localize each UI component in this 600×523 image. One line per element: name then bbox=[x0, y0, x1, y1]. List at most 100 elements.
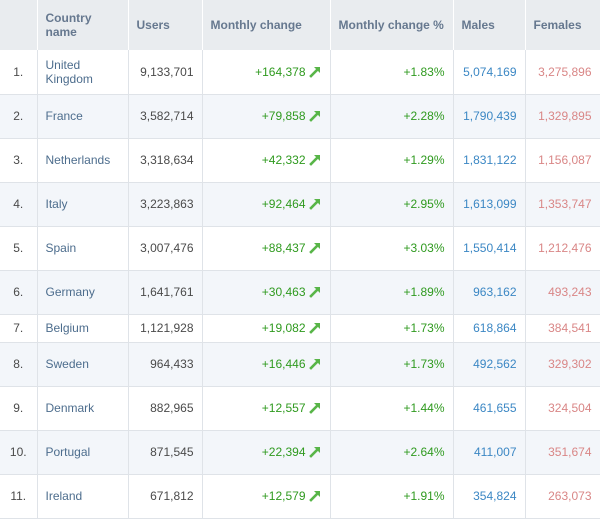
country-cell[interactable]: Italy bbox=[37, 182, 129, 227]
up-arrow-icon bbox=[308, 241, 322, 254]
table-row[interactable]: 10. Portugal 871,545 +22,394 +2.64% 411,007 35… bbox=[0, 430, 600, 475]
users-cell: 882,965 bbox=[128, 386, 203, 431]
country-cell[interactable]: Portugal bbox=[37, 430, 129, 475]
country-cell[interactable]: France bbox=[37, 94, 129, 139]
users-cell: 3,582,714 bbox=[128, 94, 203, 139]
table-row[interactable]: 2. France 3,582,714 +79,858 +2.28% 1,790,439 1… bbox=[0, 94, 600, 139]
country-cell[interactable]: Denmark bbox=[37, 386, 129, 431]
monthly-change-pct-cell: +3.03% bbox=[330, 226, 454, 271]
up-arrow-icon bbox=[308, 65, 322, 78]
rank-cell: 11. bbox=[0, 474, 38, 519]
table-row[interactable]: 4. Italy 3,223,863 +92,464 +2.95% 1,613,099 1,… bbox=[0, 182, 600, 227]
males-cell: 1,613,099 bbox=[453, 182, 526, 227]
country-cell[interactable]: Netherlands bbox=[37, 138, 129, 183]
monthly-change-pct-cell: +1.29% bbox=[330, 138, 454, 183]
up-arrow-icon bbox=[308, 357, 322, 370]
table-row[interactable]: 9. Denmark 882,965 +12,557 +1.44% 461,655 324,… bbox=[0, 386, 600, 431]
males-cell: 618,864 bbox=[453, 314, 526, 343]
up-arrow-icon bbox=[308, 109, 322, 122]
monthly-change-value: +42,332 bbox=[261, 153, 306, 167]
table-row[interactable]: 7. Belgium 1,121,928 +19,082 +1.73% 618,864 38… bbox=[0, 314, 600, 343]
table-row[interactable]: 6. Germany 1,641,761 +30,463 +1.89% 963,162 49… bbox=[0, 270, 600, 315]
monthly-change-value: +92,464 bbox=[261, 197, 306, 211]
up-arrow-icon bbox=[308, 153, 322, 166]
header-users[interactable]: Users bbox=[128, 0, 203, 50]
females-cell: 329,302 bbox=[525, 342, 600, 387]
country-cell[interactable]: Belgium bbox=[37, 314, 129, 343]
rank-cell: 7. bbox=[0, 314, 38, 343]
males-cell: 461,655 bbox=[453, 386, 526, 431]
table-row[interactable]: 1. United Kingdom 9,133,701 +164,378 +1.83% 5… bbox=[0, 50, 600, 95]
monthly-change-cell: +12,579 bbox=[202, 474, 331, 519]
up-arrow-icon bbox=[308, 401, 322, 414]
males-cell: 354,824 bbox=[453, 474, 526, 519]
males-cell: 492,562 bbox=[453, 342, 526, 387]
monthly-change-pct-cell: +1.73% bbox=[330, 342, 454, 387]
monthly-change-pct-cell: +2.28% bbox=[330, 94, 454, 139]
country-cell[interactable]: Ireland bbox=[37, 474, 129, 519]
users-cell: 871,545 bbox=[128, 430, 203, 475]
monthly-change-cell: +19,082 bbox=[202, 314, 331, 343]
header-monthly-change-pct[interactable]: Monthly change % bbox=[330, 0, 454, 50]
table-header: Country name Users Monthly change Monthl… bbox=[0, 0, 600, 50]
header-females[interactable]: Females bbox=[525, 0, 600, 50]
users-cell: 9,133,701 bbox=[128, 50, 203, 95]
up-arrow-icon bbox=[308, 489, 322, 502]
rank-cell: 8. bbox=[0, 342, 38, 387]
monthly-change-value: +88,437 bbox=[261, 241, 306, 255]
males-cell: 963,162 bbox=[453, 270, 526, 315]
females-cell: 1,329,895 bbox=[525, 94, 600, 139]
monthly-change-cell: +42,332 bbox=[202, 138, 331, 183]
rank-cell: 9. bbox=[0, 386, 38, 431]
rank-cell: 4. bbox=[0, 182, 38, 227]
table-row[interactable]: 8. Sweden 964,433 +16,446 +1.73% 492,562 329,3… bbox=[0, 342, 600, 387]
users-cell: 3,223,863 bbox=[128, 182, 203, 227]
monthly-change-cell: +164,378 bbox=[202, 50, 331, 95]
monthly-change-cell: +92,464 bbox=[202, 182, 331, 227]
monthly-change-cell: +16,446 bbox=[202, 342, 331, 387]
header-monthly-change[interactable]: Monthly change bbox=[202, 0, 331, 50]
females-cell: 263,073 bbox=[525, 474, 600, 519]
monthly-change-value: +16,446 bbox=[261, 357, 306, 371]
users-cell: 964,433 bbox=[128, 342, 203, 387]
monthly-change-cell: +79,858 bbox=[202, 94, 331, 139]
monthly-change-pct-cell: +2.95% bbox=[330, 182, 454, 227]
table-row[interactable]: 11. Ireland 671,812 +12,579 +1.91% 354,824 263… bbox=[0, 474, 600, 519]
users-cell: 3,318,634 bbox=[128, 138, 203, 183]
monthly-change-pct-cell: +1.83% bbox=[330, 50, 454, 95]
header-country[interactable]: Country name bbox=[37, 0, 129, 50]
up-arrow-icon bbox=[308, 197, 322, 210]
users-cell: 1,121,928 bbox=[128, 314, 203, 343]
males-cell: 1,550,414 bbox=[453, 226, 526, 271]
monthly-change-pct-cell: +1.91% bbox=[330, 474, 454, 519]
females-cell: 3,275,896 bbox=[525, 50, 600, 95]
females-cell: 384,541 bbox=[525, 314, 600, 343]
females-cell: 1,353,747 bbox=[525, 182, 600, 227]
users-cell: 1,641,761 bbox=[128, 270, 203, 315]
country-cell[interactable]: Germany bbox=[37, 270, 129, 315]
country-cell[interactable]: United Kingdom bbox=[37, 50, 129, 95]
country-cell[interactable]: Sweden bbox=[37, 342, 129, 387]
females-cell: 351,674 bbox=[525, 430, 600, 475]
monthly-change-value: +79,858 bbox=[261, 109, 306, 123]
monthly-change-value: +19,082 bbox=[261, 321, 306, 335]
header-row: Country name Users Monthly change Monthl… bbox=[0, 0, 600, 50]
header-males[interactable]: Males bbox=[453, 0, 526, 50]
rank-cell: 6. bbox=[0, 270, 38, 315]
monthly-change-value: +22,394 bbox=[261, 445, 306, 459]
rank-cell: 5. bbox=[0, 226, 38, 271]
up-arrow-icon bbox=[308, 321, 322, 334]
monthly-change-pct-cell: +1.89% bbox=[330, 270, 454, 315]
males-cell: 1,790,439 bbox=[453, 94, 526, 139]
country-cell[interactable]: Spain bbox=[37, 226, 129, 271]
monthly-change-value: +30,463 bbox=[261, 285, 306, 299]
rank-cell: 1. bbox=[0, 50, 38, 95]
males-cell: 1,831,122 bbox=[453, 138, 526, 183]
table-row[interactable]: 5. Spain 3,007,476 +88,437 +3.03% 1,550,414 1,… bbox=[0, 226, 600, 271]
females-cell: 493,243 bbox=[525, 270, 600, 315]
table-row[interactable]: 3. Netherlands 3,318,634 +42,332 +1.29% 1,831… bbox=[0, 138, 600, 183]
females-cell: 1,212,476 bbox=[525, 226, 600, 271]
monthly-change-value: +12,557 bbox=[261, 401, 306, 415]
